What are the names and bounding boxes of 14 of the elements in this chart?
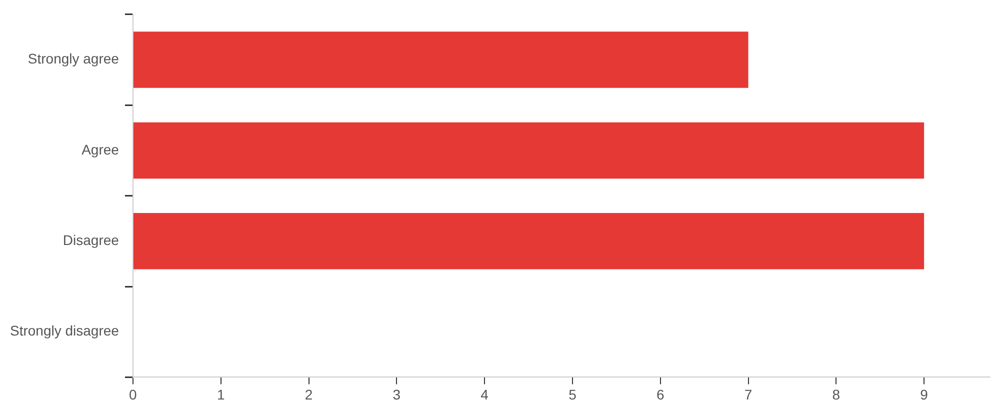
x-tick-label: 6 [656, 386, 664, 402]
x-tick-label: 1 [216, 386, 225, 402]
x-tick-label: 4 [480, 386, 489, 402]
x-tick-label: 0 [129, 386, 138, 402]
y-tick-label: Strongly disagree [10, 322, 120, 339]
x-tick-label: 9 [920, 386, 928, 402]
x-tick-label: 3 [392, 386, 401, 402]
y-tick-label: Disagree [62, 232, 120, 248]
y-tick-label: Agree [82, 141, 120, 158]
x-tick-label: 2 [304, 386, 313, 402]
y-tick-label: Strongly agree [28, 50, 120, 67]
x-tick-label: 8 [832, 386, 840, 402]
x-tick-label: 5 [568, 386, 577, 402]
x-tick-label: 7 [744, 386, 752, 402]
